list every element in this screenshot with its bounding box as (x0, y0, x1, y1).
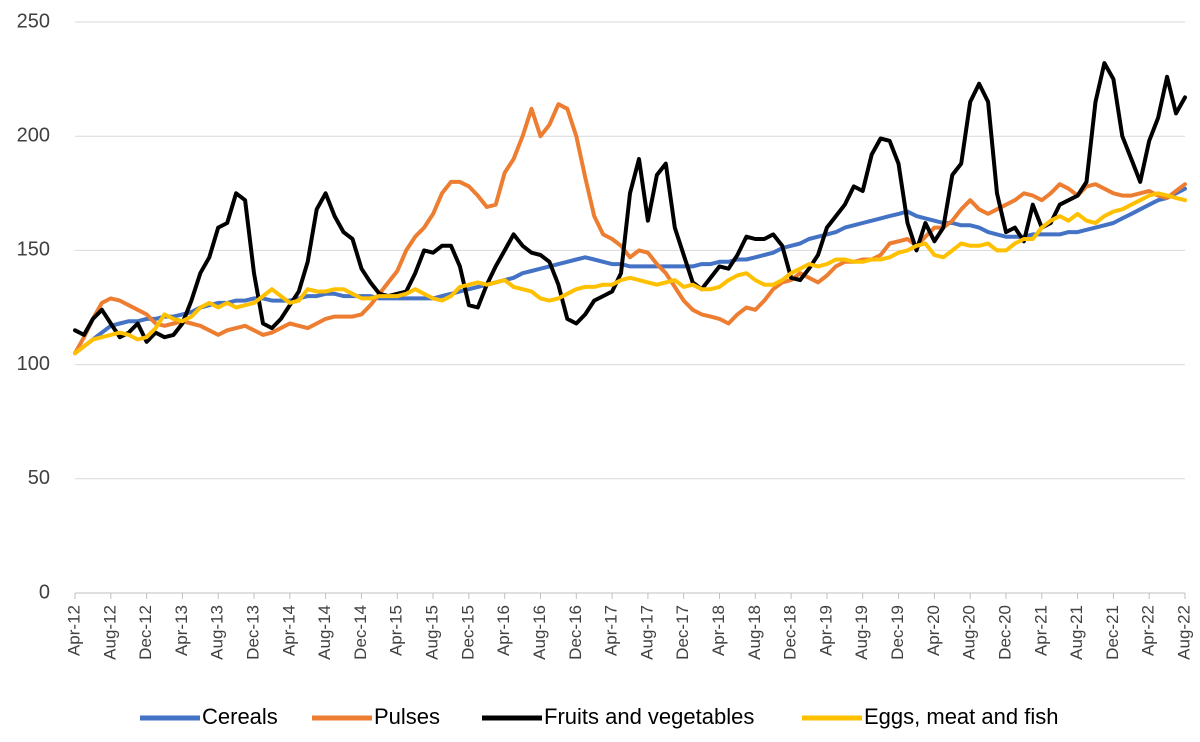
x-tick-label: Aug-13 (208, 605, 227, 660)
x-tick-label: Aug-16 (530, 605, 549, 660)
x-tick-label: Aug-12 (100, 605, 119, 660)
legend-label: Cereals (202, 704, 278, 729)
x-tick-label: Aug-19 (852, 605, 871, 660)
y-tick-label: 100 (17, 353, 50, 375)
series-line (73, 102, 1187, 356)
x-tick-label: Dec-20 (995, 605, 1014, 660)
x-tick-label: Apr-20 (924, 605, 943, 656)
x-tick-label: Dec-21 (1103, 605, 1122, 660)
x-tick-label: Dec-17 (673, 605, 692, 660)
x-tick-label: Aug-14 (315, 605, 334, 660)
x-tick-label: Apr-14 (279, 605, 298, 656)
y-tick-label: 150 (17, 239, 50, 261)
x-tick-label: Aug-21 (1067, 605, 1086, 660)
x-tick-label: Apr-21 (1031, 605, 1050, 656)
x-tick-label: Aug-22 (1174, 605, 1193, 660)
legend-label: Eggs, meat and fish (864, 704, 1058, 729)
x-tick-label: Apr-18 (709, 605, 728, 656)
x-tick-label: Aug-15 (423, 605, 442, 660)
x-tick-label: Apr-19 (816, 605, 835, 656)
x-tick-label: Aug-17 (637, 605, 656, 660)
legend-label: Fruits and vegetables (544, 704, 754, 729)
x-tick-label: Dec-15 (458, 605, 477, 660)
x-tick-label: Apr-22 (1139, 605, 1158, 656)
series-line (73, 61, 1187, 344)
x-tick-label: Apr-12 (64, 605, 83, 656)
legend-label: Pulses (374, 704, 440, 729)
x-tick-label: Apr-13 (172, 605, 191, 656)
x-tick-label: Dec-18 (781, 605, 800, 660)
y-tick-label: 200 (17, 124, 50, 146)
x-tick-label: Aug-18 (745, 605, 764, 660)
x-tick-label: Apr-17 (602, 605, 621, 656)
x-tick-label: Aug-20 (960, 605, 979, 660)
x-tick-label: Dec-14 (351, 605, 370, 660)
x-tick-label: Dec-13 (244, 605, 263, 660)
x-tick-label: Apr-16 (494, 605, 513, 656)
y-tick-label: 250 (17, 10, 50, 32)
x-tick-label: Apr-15 (387, 605, 406, 656)
series-line (73, 191, 1187, 356)
x-tick-label: Dec-12 (136, 605, 155, 660)
y-tick-label: 50 (28, 467, 50, 489)
x-tick-label: Dec-16 (566, 605, 585, 660)
x-tick-label: Dec-19 (888, 605, 907, 660)
y-tick-label: 0 (39, 581, 50, 603)
